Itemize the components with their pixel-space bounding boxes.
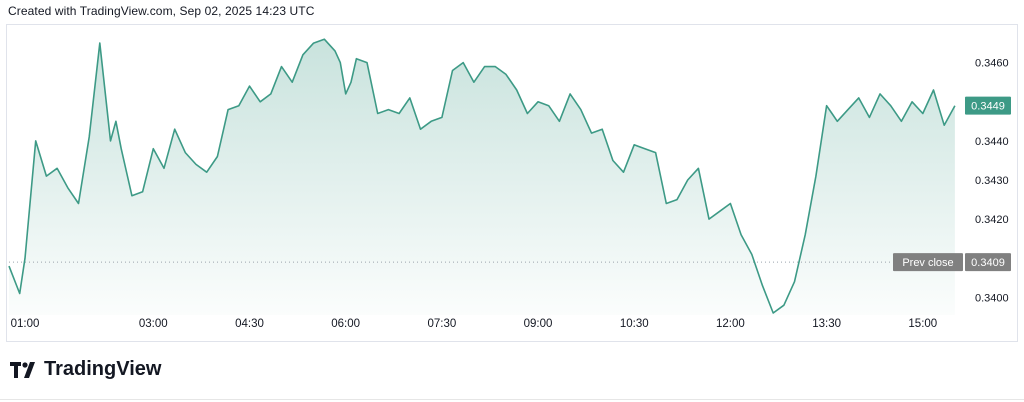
prev-close-price-label <box>965 253 1011 272</box>
x-tick-label: 06:00 <box>331 318 360 330</box>
x-tick-label: 09:00 <box>524 318 553 330</box>
tradingview-logo[interactable]: TradingView <box>10 358 161 381</box>
prev-close-value: 0.3409 <box>971 257 1005 269</box>
price-area-fill <box>9 39 955 315</box>
y-tick-label: 0.3460 <box>975 58 1009 70</box>
last-price-badge <box>965 96 1011 115</box>
x-tick-label: 03:00 <box>139 318 168 330</box>
page-divider <box>0 399 1024 400</box>
x-tick-label: 13:30 <box>812 318 841 330</box>
x-tick-label: 01:00 <box>11 318 40 330</box>
y-tick-label: 0.3430 <box>975 175 1009 187</box>
chart-panel[interactable]: 0.34600.34500.34400.34300.34200.34100.34… <box>6 24 1018 342</box>
brand-name: TradingView <box>44 358 162 380</box>
y-tick-label: 0.3400 <box>975 292 1009 304</box>
prev-close-text: Prev close <box>902 257 953 269</box>
last-price-value: 0.3449 <box>971 101 1005 113</box>
chart-header: Created with TradingView.com, Sep 02, 20… <box>8 4 315 18</box>
tradingview-logo-icon <box>10 361 35 378</box>
price-line[interactable] <box>8 38 956 314</box>
x-tick-label: 10:30 <box>620 318 649 330</box>
y-tick-label: 0.3420 <box>975 214 1009 226</box>
price-chart[interactable]: 0.34600.34500.34400.34300.34200.34100.34… <box>7 25 1017 341</box>
x-tick-label: 07:30 <box>427 318 456 330</box>
x-tick-label: 15:00 <box>908 318 937 330</box>
y-tick-label: 0.3440 <box>975 136 1009 148</box>
x-tick-label: 04:30 <box>235 318 264 330</box>
prev-close-badge <box>893 253 963 272</box>
x-tick-label: 12:00 <box>716 318 745 330</box>
